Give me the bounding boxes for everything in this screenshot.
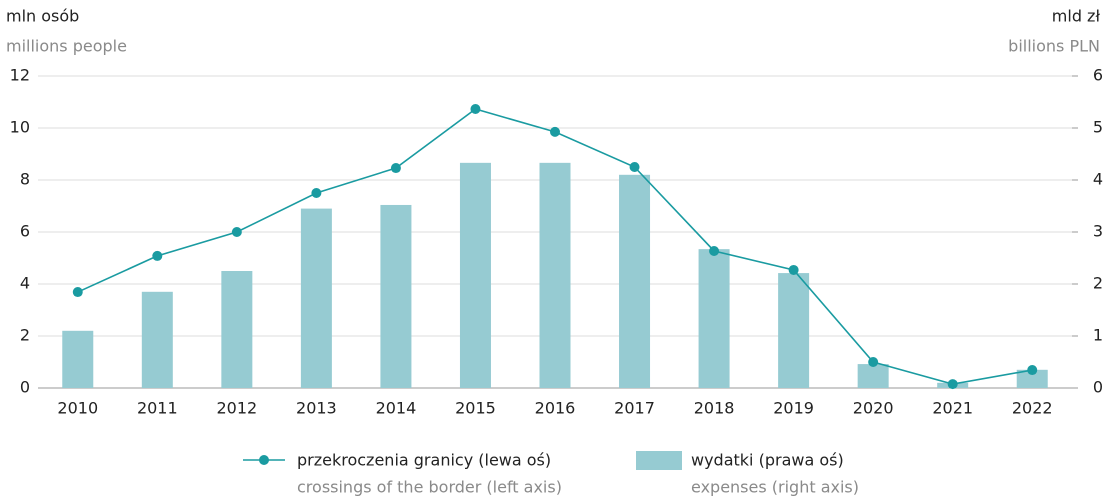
y2-axis-label-en: billions PLN bbox=[1008, 37, 1100, 56]
point bbox=[629, 162, 640, 172]
point bbox=[231, 227, 242, 237]
x-tick-label: 2022 bbox=[1012, 399, 1053, 418]
bar bbox=[1016, 369, 1048, 388]
x-tick-label: 2018 bbox=[694, 399, 735, 418]
y-tick-label: 8 bbox=[20, 170, 30, 189]
point bbox=[868, 357, 879, 367]
bar bbox=[698, 249, 730, 388]
y-tick-label: 10 bbox=[10, 118, 30, 137]
point bbox=[550, 126, 560, 137]
point bbox=[1027, 365, 1038, 376]
x-tick-label: 2015 bbox=[455, 399, 496, 418]
point bbox=[390, 163, 401, 174]
legend-label-en: expenses (right axis) bbox=[691, 478, 859, 497]
bar bbox=[300, 208, 332, 388]
y2-axis-label: mld zł bbox=[1052, 7, 1101, 26]
x-tick-label: 2010 bbox=[57, 399, 98, 418]
point bbox=[788, 264, 799, 275]
y-tick-label: 6 bbox=[20, 222, 30, 241]
bar bbox=[619, 174, 651, 388]
point bbox=[947, 379, 958, 390]
y2-tick-label: 1 bbox=[1093, 326, 1103, 345]
x-tick-label: 2014 bbox=[376, 399, 417, 418]
point bbox=[152, 250, 163, 261]
legend-label: przekroczenia granicy (lewa oś) bbox=[297, 451, 551, 470]
y-axis-label: mln osób bbox=[6, 7, 79, 26]
x-tick-label: 2019 bbox=[773, 399, 814, 418]
bar bbox=[778, 273, 810, 388]
x-tick-label: 2013 bbox=[296, 399, 337, 418]
legend-swatch bbox=[636, 451, 682, 470]
y2-tick-label: 0 bbox=[1093, 378, 1103, 397]
legend-swatch bbox=[259, 455, 269, 465]
x-tick-label: 2020 bbox=[853, 399, 894, 418]
bar bbox=[380, 204, 412, 388]
bar bbox=[459, 162, 491, 388]
bar bbox=[221, 271, 253, 388]
x-tick-label: 2012 bbox=[216, 399, 257, 418]
y-axis-label-en: millions people bbox=[6, 37, 127, 56]
y2-tick-label: 5 bbox=[1093, 118, 1103, 137]
bar bbox=[539, 162, 571, 388]
point bbox=[470, 104, 481, 115]
y2-tick-label: 4 bbox=[1093, 170, 1103, 189]
x-tick-label: 2021 bbox=[932, 399, 973, 418]
bar bbox=[141, 291, 173, 388]
bar bbox=[62, 330, 94, 388]
x-tick-label: 2011 bbox=[137, 399, 178, 418]
x-tick-label: 2016 bbox=[535, 399, 576, 418]
y-tick-label: 12 bbox=[10, 66, 30, 85]
bar bbox=[857, 364, 889, 388]
y2-tick-label: 3 bbox=[1093, 222, 1103, 241]
legend-label: wydatki (prawa oś) bbox=[691, 451, 844, 470]
point bbox=[709, 245, 720, 256]
y2-tick-label: 2 bbox=[1093, 274, 1103, 293]
y-tick-label: 0 bbox=[20, 378, 30, 397]
x-tick-label: 2017 bbox=[614, 399, 655, 418]
y-tick-label: 2 bbox=[20, 326, 30, 345]
point bbox=[72, 287, 83, 298]
y-tick-label: 4 bbox=[20, 274, 30, 293]
y2-tick-label: 6 bbox=[1093, 66, 1103, 85]
point bbox=[311, 188, 322, 198]
legend-label-en: crossings of the border (left axis) bbox=[297, 478, 562, 497]
